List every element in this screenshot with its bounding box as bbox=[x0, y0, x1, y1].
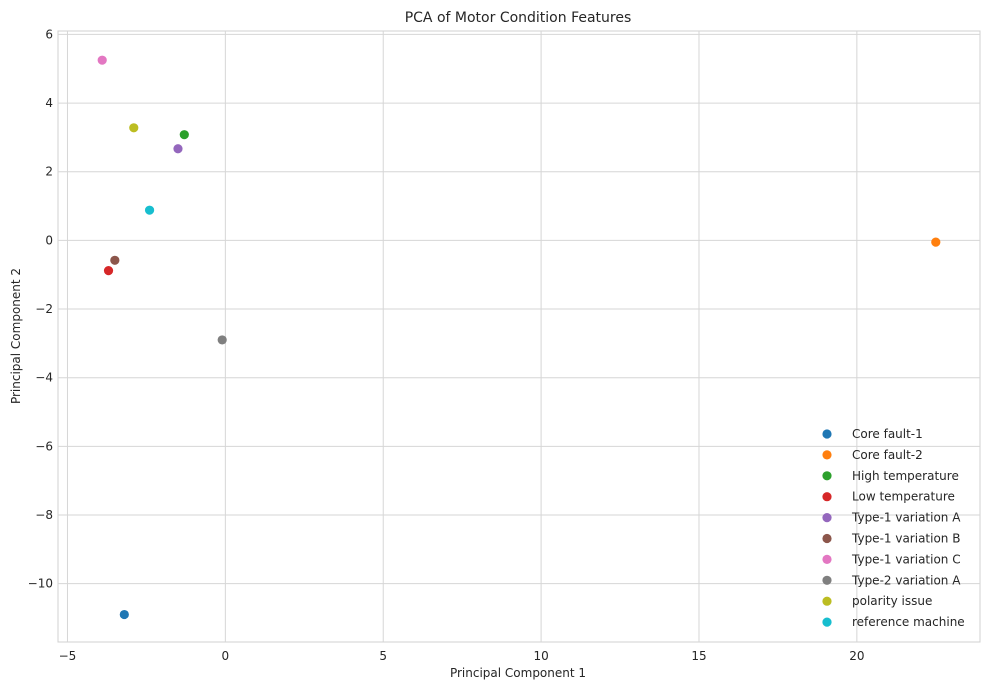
legend-marker bbox=[822, 471, 832, 481]
legend-label: polarity issue bbox=[852, 594, 932, 608]
data-point bbox=[103, 265, 114, 276]
x-tick-labels: −5 0 5 10 15 20 bbox=[59, 649, 865, 663]
legend: Core fault-1 Core fault-2 High temperature… bbox=[822, 427, 965, 629]
y-tick-label: 0 bbox=[45, 233, 53, 247]
x-gridlines bbox=[66, 31, 858, 642]
x-tick-label: 10 bbox=[533, 649, 548, 663]
y-tick-label: −8 bbox=[35, 508, 53, 522]
data-point bbox=[129, 123, 139, 133]
y-tick-labels: 6 4 2 0 −2 −4 −6 −8 −10 bbox=[28, 27, 53, 590]
legend-marker bbox=[822, 429, 832, 439]
x-tick-label: 20 bbox=[849, 649, 864, 663]
legend-marker bbox=[822, 617, 832, 627]
legend-label: Core fault-1 bbox=[852, 427, 923, 441]
data-point bbox=[179, 130, 189, 140]
legend-label: Type-1 variation C bbox=[851, 552, 961, 566]
data-point bbox=[931, 237, 941, 247]
y-tick-label: −10 bbox=[28, 577, 53, 591]
data-point bbox=[173, 144, 183, 154]
chart-title: PCA of Motor Condition Features bbox=[405, 10, 632, 26]
plot-area bbox=[57, 30, 981, 643]
data-point bbox=[217, 335, 227, 345]
legend-marker bbox=[822, 533, 832, 544]
data-point bbox=[97, 55, 107, 65]
x-tick-label: 0 bbox=[222, 649, 230, 663]
legend-label: reference machine bbox=[852, 615, 965, 629]
x-tick-label: −5 bbox=[59, 649, 77, 663]
y-tick-label: 2 bbox=[45, 165, 53, 179]
data-point bbox=[110, 255, 120, 265]
x-tick-label: 5 bbox=[379, 649, 387, 663]
legend-marker bbox=[822, 450, 832, 460]
y-tick-label: −4 bbox=[35, 371, 53, 385]
legend-marker bbox=[822, 513, 832, 523]
y-axis-label: Principal Component 2 bbox=[9, 268, 23, 404]
data-point bbox=[119, 609, 129, 620]
y-tick-label: 6 bbox=[45, 27, 53, 41]
legend-label: Core fault-2 bbox=[852, 448, 923, 462]
legend-label: Type-2 variation A bbox=[851, 573, 961, 587]
y-tick-label: −2 bbox=[35, 302, 53, 316]
x-tick-label: 15 bbox=[691, 649, 706, 663]
data-points bbox=[97, 55, 941, 620]
y-tick-label: 4 bbox=[45, 96, 53, 110]
legend-label: Type-1 variation A bbox=[851, 511, 961, 525]
legend-label: Low temperature bbox=[852, 490, 955, 504]
legend-label: Type-1 variation B bbox=[851, 532, 960, 546]
legend-marker bbox=[822, 596, 832, 606]
legend-marker bbox=[822, 554, 832, 565]
x-axis-label: Principal Component 1 bbox=[450, 666, 586, 680]
data-point bbox=[144, 205, 155, 215]
legend-marker bbox=[822, 492, 832, 502]
legend-marker bbox=[822, 575, 832, 585]
y-tick-label: −6 bbox=[35, 439, 53, 453]
legend-label: High temperature bbox=[852, 469, 959, 483]
